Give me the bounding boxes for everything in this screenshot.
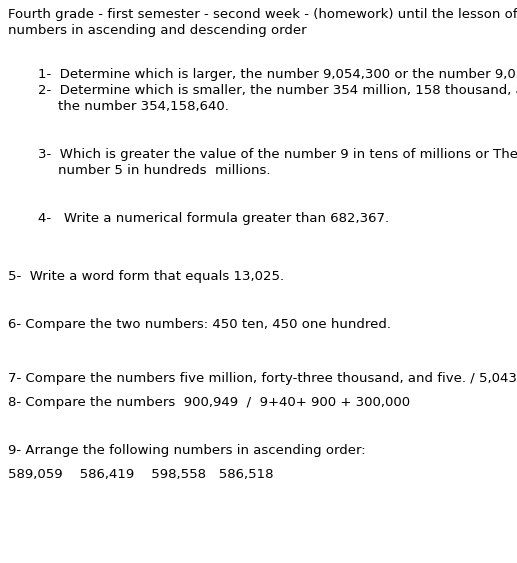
- Text: 1-  Determine which is larger, the number 9,054,300 or the number 9,054,003.: 1- Determine which is larger, the number…: [38, 68, 517, 81]
- Text: 9- Arrange the following numbers in ascending order:: 9- Arrange the following numbers in asce…: [8, 444, 366, 457]
- Text: 3-  Which is greater the value of the number 9 in tens of millions or The value : 3- Which is greater the value of the num…: [38, 148, 517, 161]
- Text: the number 354,158,640.: the number 354,158,640.: [58, 100, 229, 113]
- Text: 7- Compare the numbers five million, forty-three thousand, and five. / 5,043,500: 7- Compare the numbers five million, for…: [8, 372, 517, 385]
- Text: 4-   Write a numerical formula greater than 682,367.: 4- Write a numerical formula greater tha…: [38, 212, 389, 225]
- Text: 5-  Write a word form that equals 13,025.: 5- Write a word form that equals 13,025.: [8, 270, 284, 283]
- Text: 6- Compare the two numbers: 450 ten, 450 one hundred.: 6- Compare the two numbers: 450 ten, 450…: [8, 318, 391, 331]
- Text: 8- Compare the numbers  900,949  /  9+40+ 900 + 300,000: 8- Compare the numbers 900,949 / 9+40+ 9…: [8, 396, 410, 409]
- Text: 2-  Determine which is smaller, the number 354 million, 158 thousand, and 640 or: 2- Determine which is smaller, the numbe…: [38, 84, 517, 97]
- Text: numbers in ascending and descending order: numbers in ascending and descending orde…: [8, 24, 307, 37]
- Text: Fourth grade - first semester - second week - (homework) until the lesson of arr: Fourth grade - first semester - second w…: [8, 8, 517, 21]
- Text: 589,059    586,419    598,558   586,518: 589,059 586,419 598,558 586,518: [8, 468, 273, 481]
- Text: number 5 in hundreds  millions.: number 5 in hundreds millions.: [58, 164, 270, 177]
